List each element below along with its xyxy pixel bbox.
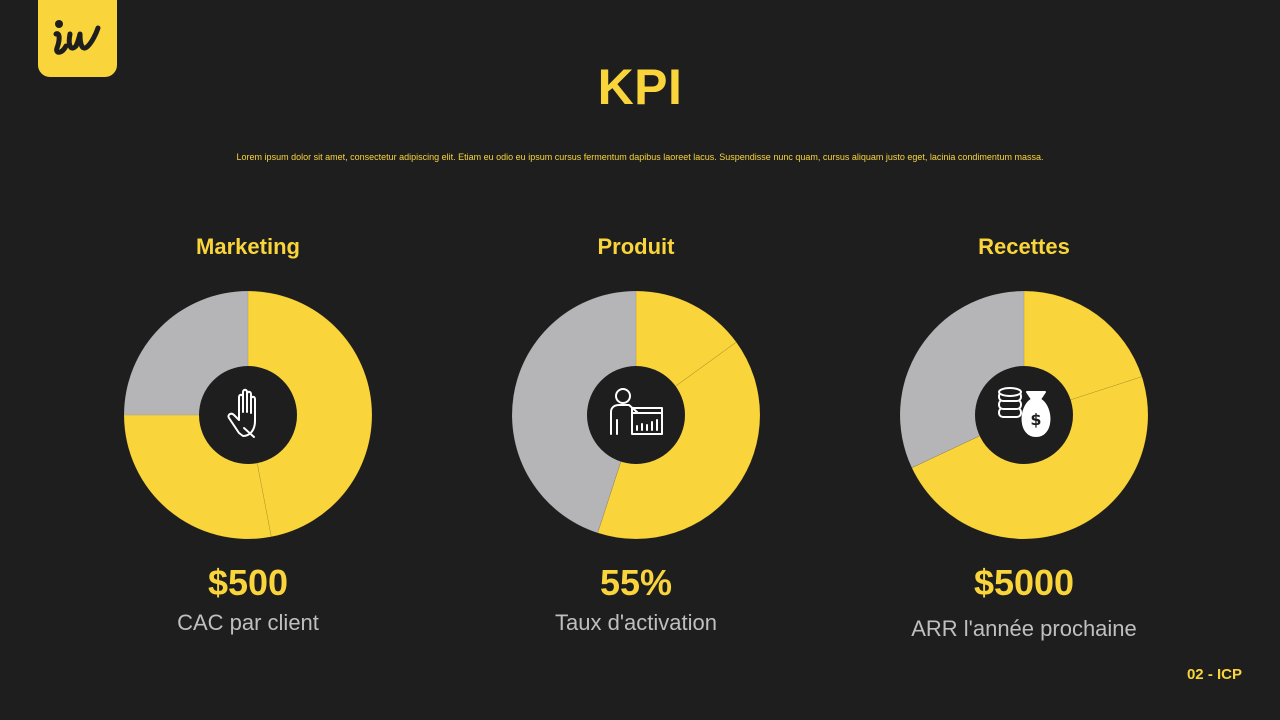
pie-slice [247, 290, 373, 538]
kpi-card-marketing: Marketing $500 CAC par client [98, 0, 398, 720]
footer-label: 02 - ICP [1186, 666, 1242, 683]
kpi-caption: CAC par client [177, 610, 319, 635]
kpi-caption: Taux d'activation [555, 610, 717, 635]
coins-money-bag-icon: $ [998, 387, 1051, 437]
brand-logo [38, 0, 117, 77]
hand-icon [227, 388, 256, 438]
kpi-value: $5000 [973, 562, 1075, 603]
kpi-card-produit: Produit 55% Taux d'activation [486, 0, 786, 720]
iw-logo-icon [53, 20, 101, 55]
kpi-value: $500 [207, 562, 289, 603]
presenter-chart-icon [610, 388, 663, 435]
pie-slice [511, 290, 637, 534]
kpi-value: 55% [599, 562, 673, 603]
svg-text:$: $ [1030, 410, 1041, 429]
kpi-heading: Marketing [196, 234, 300, 259]
kpi-heading: Recettes [978, 234, 1070, 259]
kpi-caption: ARR l'année prochaine [911, 616, 1137, 641]
kpi-heading: Produit [597, 234, 675, 259]
donut-chart [123, 290, 373, 540]
donut-hole [587, 366, 685, 464]
page-title: KPI [597, 59, 683, 115]
donut-hole [199, 366, 297, 464]
kpi-card-recettes: Recettes $ $5000 ARR l'année prochaine [874, 0, 1174, 720]
donut-chart: $ [899, 290, 1149, 540]
donut-chart [511, 290, 761, 540]
page-subtitle: Lorem ipsum dolor sit amet, consectetur … [236, 152, 1044, 162]
pie-slice [597, 341, 761, 540]
